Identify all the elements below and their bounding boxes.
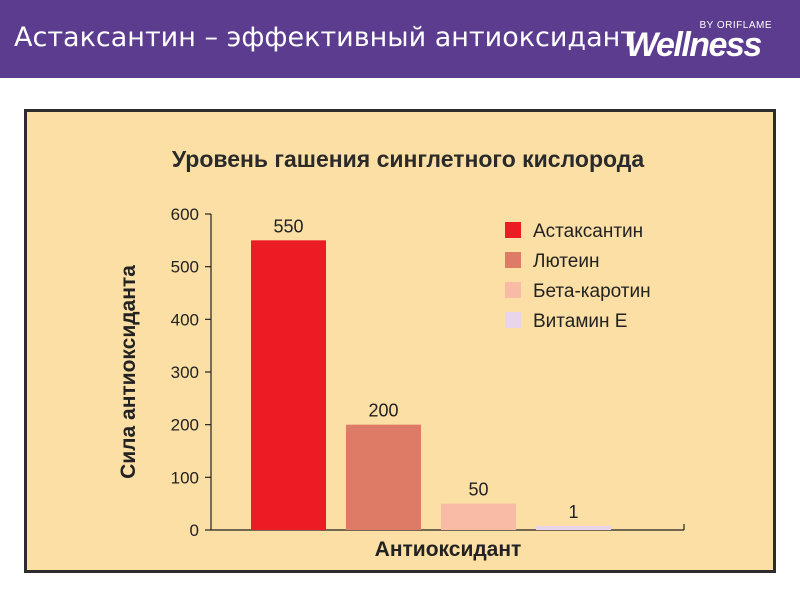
legend-label: Астаксантин: [533, 221, 643, 242]
y-tick-label: 600: [171, 205, 199, 224]
y-tick-label: 100: [171, 468, 199, 487]
y-tick-label: 200: [171, 416, 199, 435]
x-axis-title: Антиоксидант: [375, 538, 522, 561]
chart-panel: Уровень гашения синглетного кислорода 0 1…: [24, 109, 776, 573]
bar-chart: Уровень гашения синглетного кислорода 0 1…: [117, 146, 685, 561]
y-axis-title: Сила антиоксиданта: [117, 265, 140, 479]
bars: [251, 240, 611, 531]
legend-label: Витамин Е: [533, 311, 627, 332]
legend-swatch: [505, 282, 521, 298]
y-axis: 0 100 200 300 400 500 600: [171, 205, 212, 540]
legend-swatch: [505, 312, 521, 328]
brand-logo: BY ORIFLAME Wellness: [622, 14, 772, 66]
brand-wordmark: Wellness: [626, 26, 762, 64]
legend-swatch: [505, 252, 521, 268]
y-tick-label: 300: [171, 363, 199, 382]
bar: [251, 240, 326, 531]
bar: [441, 503, 516, 530]
data-labels: 550 200 50 1: [273, 216, 578, 522]
slide-title: Астаксантин – эффективный антиоксидант: [14, 22, 637, 53]
bar: [346, 424, 421, 530]
y-tick-label: 0: [190, 521, 199, 540]
legend: Астаксантин Лютеин Бета-каротин Витамин Е: [505, 221, 651, 332]
data-label: 1: [568, 502, 578, 522]
data-label: 50: [468, 480, 488, 500]
legend-label: Бета-каротин: [533, 281, 651, 302]
bar: [536, 526, 611, 530]
data-label: 200: [368, 401, 398, 421]
y-tick-label: 400: [171, 310, 199, 329]
brand-byline: BY ORIFLAME: [699, 20, 772, 31]
legend-label: Лютеин: [533, 251, 599, 272]
data-label: 550: [273, 216, 303, 236]
chart-title: Уровень гашения синглетного кислорода: [172, 146, 644, 172]
slide-header: Астаксантин – эффективный антиоксидант B…: [0, 0, 800, 78]
y-tick-label: 500: [171, 258, 199, 277]
legend-swatch: [505, 222, 521, 238]
